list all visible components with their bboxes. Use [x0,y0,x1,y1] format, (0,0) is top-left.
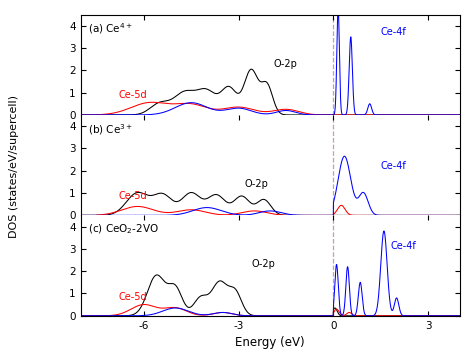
Text: (a) Ce$^{4+}$: (a) Ce$^{4+}$ [88,21,133,36]
Text: DOS (states/eV/supercell): DOS (states/eV/supercell) [9,95,19,238]
X-axis label: Energy (eV): Energy (eV) [236,336,305,349]
Text: (c) CeO$_2$-2VO: (c) CeO$_2$-2VO [88,223,159,236]
Text: Ce-5d: Ce-5d [118,293,147,302]
Text: (b) Ce$^{3+}$: (b) Ce$^{3+}$ [88,122,133,137]
Text: Ce-5d: Ce-5d [118,90,147,101]
Text: O-2p: O-2p [251,259,275,269]
Text: Ce-4f: Ce-4f [381,27,407,37]
Text: O-2p: O-2p [273,59,297,69]
Text: Ce-4f: Ce-4f [381,161,407,171]
Text: O-2p: O-2p [245,179,269,189]
Text: Ce-4f: Ce-4f [390,241,416,251]
Text: Ce-5d: Ce-5d [118,191,147,201]
